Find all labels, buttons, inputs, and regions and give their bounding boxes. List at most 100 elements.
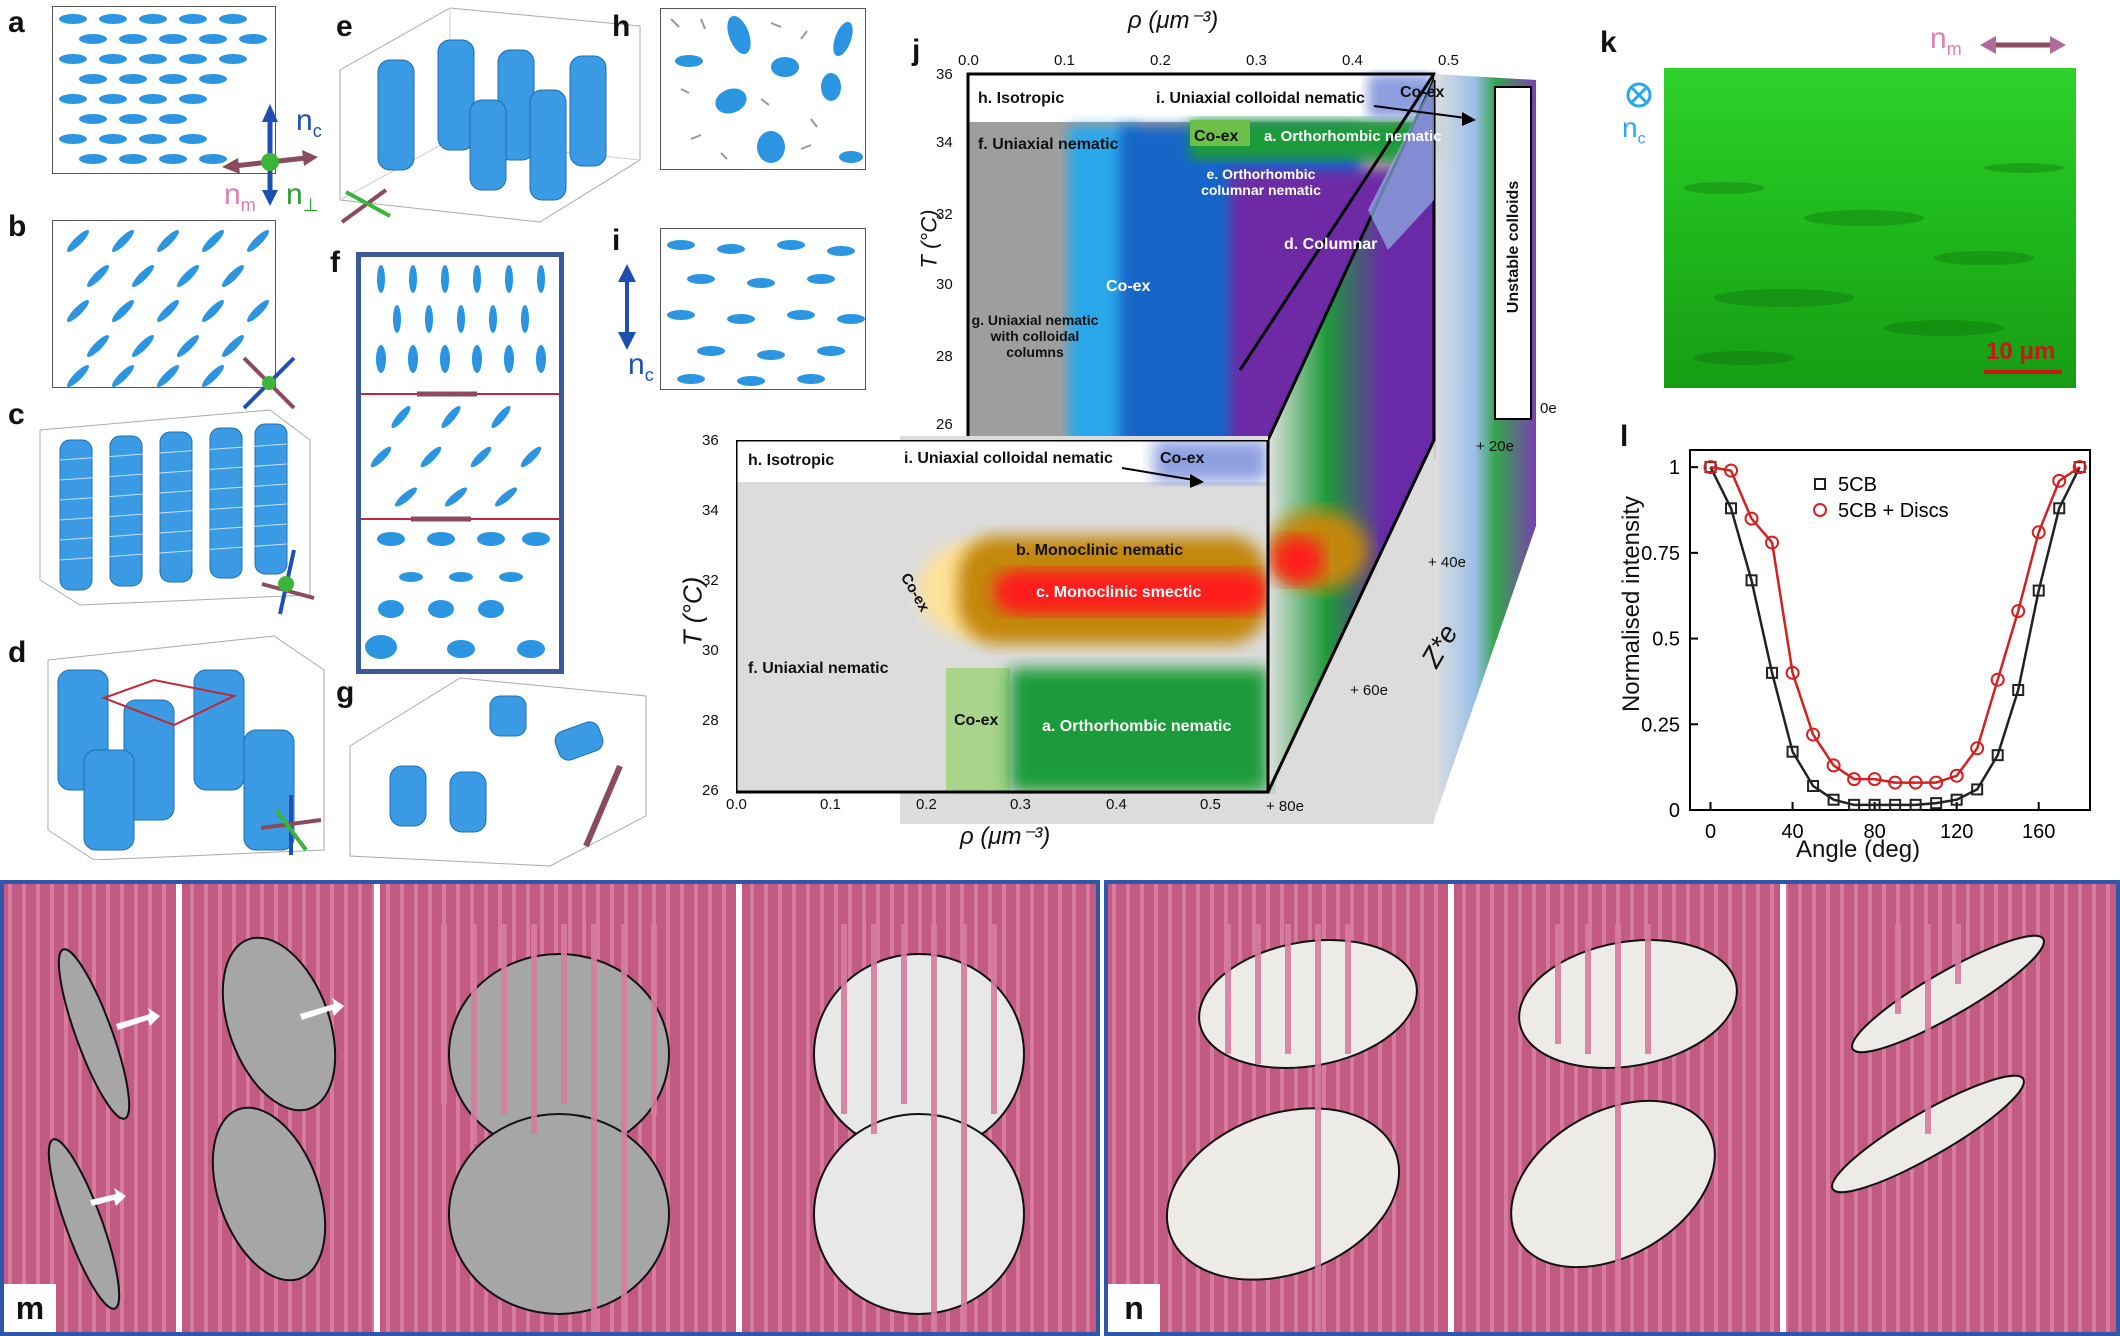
- panel-label-m: m: [4, 1284, 56, 1332]
- top-coex1: Co-ex: [1400, 84, 1445, 101]
- panel-b-discs: [67, 230, 269, 387]
- triad-e: [340, 188, 391, 224]
- panel-f-discs: [361, 265, 559, 659]
- t-bottom-tick: 28: [702, 712, 719, 729]
- y-tick-label: 0.5: [1652, 629, 1680, 651]
- rho-top-tick: 0.4: [1342, 52, 1363, 69]
- rho-top-tick: 0.3: [1246, 52, 1267, 69]
- panel-label-f: f: [330, 246, 340, 279]
- t-top-tick: 28: [936, 348, 953, 365]
- nm-label-a: nm: [224, 178, 256, 216]
- nm-letter: n: [224, 178, 241, 211]
- x-tick-label: 160: [2022, 821, 2055, 840]
- top-col: d. Columnar: [1284, 236, 1378, 253]
- rho-top-tick: 0.5: [1438, 52, 1459, 69]
- t-top-tick: 26: [936, 416, 953, 433]
- rho-top-tick: 0.0: [958, 52, 979, 69]
- data-point-5cb: [1786, 745, 1799, 758]
- top-ocn: e. Orthorhombic columnar nematic: [1201, 166, 1321, 198]
- rho-bottom-tick: 0.5: [1200, 796, 1221, 813]
- nc-label-k: nc: [1622, 112, 1646, 149]
- data-point-5cb: [1971, 783, 1984, 796]
- panel-i-discs: [667, 240, 865, 386]
- panel-label-e: e: [336, 10, 353, 43]
- data-point-discs: [1867, 772, 1882, 787]
- nperp-sub: ⊥: [302, 195, 319, 215]
- data-point-discs: [1765, 535, 1780, 550]
- data-point-discs: [1703, 460, 1718, 475]
- side-face-lower: [1268, 80, 1436, 793]
- nc-arrow-i: [618, 264, 636, 350]
- top-orth: a. Orthorhombic nematic: [1264, 128, 1442, 145]
- z-tick: + 20e: [1476, 438, 1514, 455]
- data-point-discs: [1929, 775, 1944, 790]
- bottom-ucn: i. Uniaxial colloidal nematic: [904, 450, 1113, 467]
- data-point-5cb: [1868, 798, 1881, 811]
- t-top-tick: 36: [936, 66, 953, 83]
- rho-bottom-tick: 0.1: [820, 796, 841, 813]
- t-bottom-tick: 30: [702, 642, 719, 659]
- rho-bottom-tick: 0.0: [726, 796, 747, 813]
- chart-xlabel: Angle (deg): [1796, 836, 1921, 863]
- panel-c-schematic: [30, 400, 320, 610]
- bottom-orth: a. Orthorhombic nematic: [1042, 718, 1232, 735]
- panel-f-schematic: [356, 252, 564, 674]
- top-coex2: Co-ex: [1194, 128, 1239, 145]
- nc-sub-k: c: [1637, 130, 1646, 148]
- z-tick: 0e: [1540, 400, 1557, 417]
- y-tick-label: 1: [1669, 457, 1680, 479]
- nc-sub-i: c: [644, 365, 654, 385]
- unstable-colloids-label: Unstable colloids: [1505, 180, 1522, 314]
- data-point-discs: [1888, 775, 1903, 790]
- top-un: f. Uniaxial nematic: [978, 136, 1119, 153]
- panel-a-discs: [59, 14, 267, 164]
- y-tick-label: 0.25: [1641, 714, 1680, 736]
- triad-b: [242, 356, 296, 410]
- data-point-discs: [1826, 758, 1841, 773]
- data-point-discs: [1908, 775, 1923, 790]
- nperp-label-a: n⊥: [286, 178, 318, 216]
- panel-label-n: n: [1108, 1284, 1160, 1332]
- panel-n-frame: n: [1104, 880, 2120, 1336]
- panel-c-columns: [39, 409, 311, 606]
- top-ucn: i. Uniaxial colloidal nematic: [1156, 90, 1365, 107]
- bottom-un: f. Uniaxial nematic: [748, 660, 889, 677]
- data-point-discs: [1990, 672, 2005, 687]
- panel-label-k: k: [1600, 26, 1617, 59]
- bottom-mono-nem: b. Monoclinic nematic: [1016, 542, 1184, 559]
- data-point-discs: [1847, 772, 1862, 787]
- nperp-letter: n: [286, 178, 303, 211]
- panel-label-c: c: [8, 398, 25, 431]
- panel-b-schematic: [52, 220, 276, 388]
- panel-label-i: i: [612, 224, 621, 257]
- bottom-mono-sm: c. Monoclinic smectic: [1036, 584, 1202, 601]
- nm-letter-k: n: [1930, 22, 1947, 55]
- panel-label-g: g: [336, 676, 355, 709]
- panel-m-frame: m: [0, 880, 1100, 1336]
- panel-n-render: [1108, 884, 2116, 1332]
- panel-label-l: l: [1620, 420, 1629, 453]
- triad-a: [222, 104, 318, 206]
- t-top-tick: 30: [936, 276, 953, 293]
- data-point-discs: [2052, 473, 2067, 488]
- legend-label: 5CB: [1838, 474, 1877, 496]
- fit-line-5cb: [1709, 466, 2081, 807]
- panel-h-discs: [670, 15, 863, 163]
- data-point-5cb: [1725, 502, 1738, 515]
- t-top-axis-label: T (°C): [916, 209, 942, 269]
- t-bottom-tick: 34: [702, 502, 719, 519]
- nc-letter-k: n: [1622, 112, 1638, 143]
- intensity-chart: 0 40 80 120 160 0 0.25 0.5 0.75 1 5CB 5CB + Discs: [1641, 449, 2091, 840]
- panel-label-d: d: [8, 636, 27, 669]
- legend-marker-5cb: [1814, 478, 1826, 490]
- data-point-discs: [2072, 460, 2087, 475]
- panel-h-schematic: [660, 8, 866, 170]
- nm-label-k: nm: [1930, 22, 1962, 60]
- t-bottom-tick: 26: [702, 782, 719, 799]
- data-point-5cb: [2053, 502, 2066, 515]
- data-point-5cb: [1950, 793, 1963, 806]
- legend-label: 5CB + Discs: [1838, 500, 1949, 522]
- data-point-discs: [1806, 727, 1821, 742]
- top-rho-axis-label: ρ (μm⁻³): [1128, 7, 1219, 34]
- data-point-5cb: [1889, 798, 1902, 811]
